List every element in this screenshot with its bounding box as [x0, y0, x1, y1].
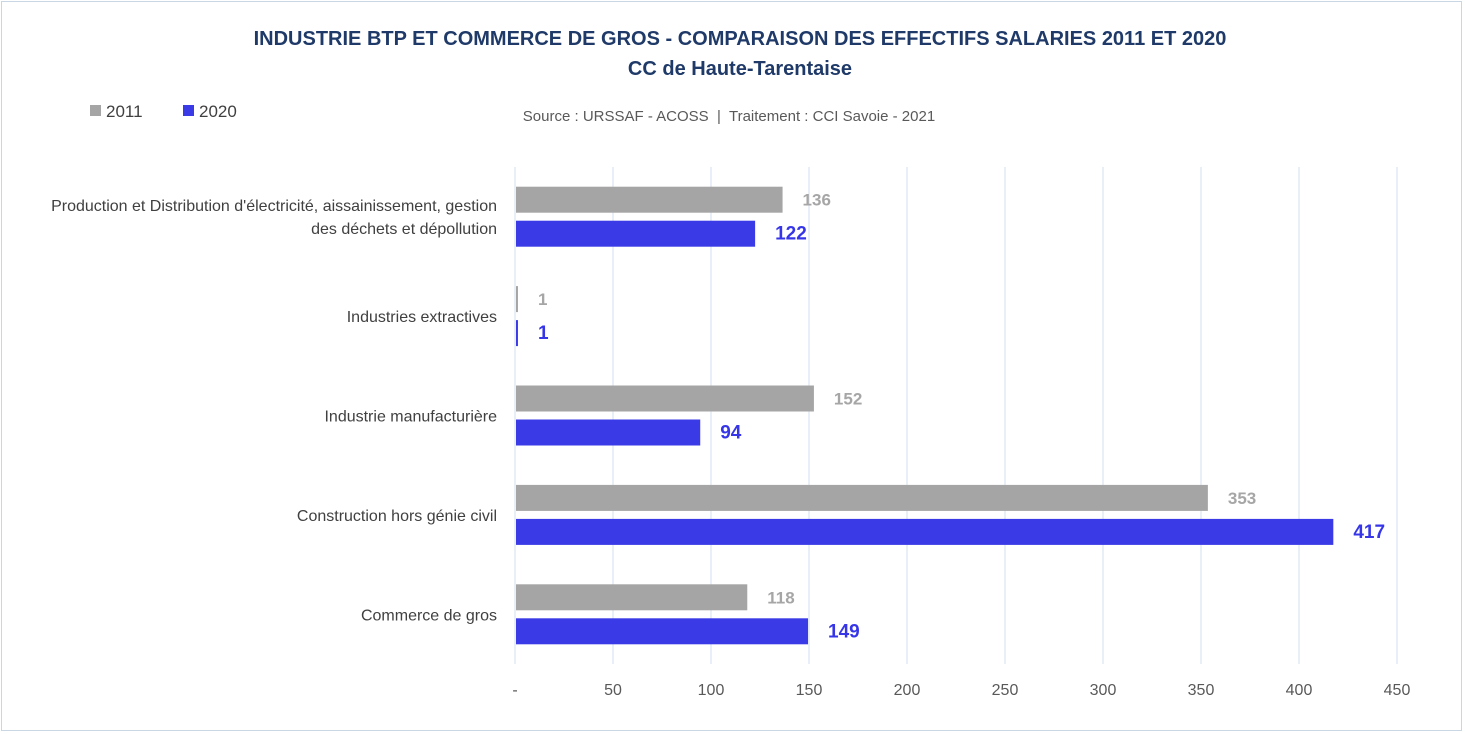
category-label: Commerce de gros	[361, 607, 497, 624]
data-label-2020: 1	[538, 323, 549, 344]
data-label-2011: 136	[803, 191, 831, 210]
bar-2011	[516, 186, 783, 213]
data-label-2020: 94	[720, 423, 742, 444]
bar-2020	[516, 419, 701, 446]
bar-2020	[516, 320, 518, 347]
chart-title: INDUSTRIE BTP ET COMMERCE DE GROS - COMP…	[254, 28, 1227, 50]
x-tick-label: 450	[1384, 682, 1411, 699]
grid-layer: - 50 100 150 200 250 300 350 400 450	[512, 167, 1410, 699]
x-tick-label: 300	[1090, 682, 1117, 699]
legend-label-2020: 2020	[199, 102, 237, 121]
labels-layer: Production et Distribution d'électricité…	[51, 191, 1385, 643]
legend: 2011 2020	[90, 102, 237, 121]
chart-source: Source : URSSAF - ACOSS | Traitement : C…	[523, 108, 935, 125]
data-label-2020: 417	[1353, 522, 1385, 543]
data-label-2011: 353	[1228, 489, 1256, 508]
x-tick-label: 400	[1286, 682, 1313, 699]
category-label: Industrie manufacturière	[324, 409, 497, 426]
bar-2020	[516, 618, 809, 645]
bar-2011	[516, 484, 1208, 511]
data-label-2011: 1	[538, 290, 547, 309]
legend-swatch-2011	[90, 105, 101, 116]
data-label-2011: 152	[834, 390, 862, 409]
category-label: des déchets et dépollution	[311, 221, 497, 238]
bars-layer	[516, 186, 1334, 645]
x-tick-label: 150	[796, 682, 823, 699]
x-tick-label: 250	[992, 682, 1019, 699]
bar-2011	[516, 584, 748, 611]
legend-swatch-2020	[183, 105, 194, 116]
bar-2020	[516, 518, 1334, 545]
x-tick-label: 50	[604, 682, 622, 699]
legend-label-2011: 2011	[106, 102, 143, 121]
category-label: Industries extractives	[347, 309, 497, 326]
x-tick-label: 100	[698, 682, 725, 699]
data-label-2011: 118	[767, 588, 794, 607]
x-tick-label: 200	[894, 682, 921, 699]
category-label: Production et Distribution d'électricité…	[51, 198, 497, 215]
category-label: Construction hors génie civil	[297, 508, 497, 525]
bar-2020	[516, 220, 756, 247]
chart-subtitle: CC de Haute-Tarentaise	[628, 58, 852, 80]
x-tick-label: 350	[1188, 682, 1215, 699]
data-label-2020: 149	[828, 621, 860, 642]
data-label-2020: 122	[775, 224, 807, 245]
bar-2011	[516, 385, 814, 412]
x-tick-label: -	[512, 682, 517, 699]
bar-2011	[516, 286, 518, 313]
